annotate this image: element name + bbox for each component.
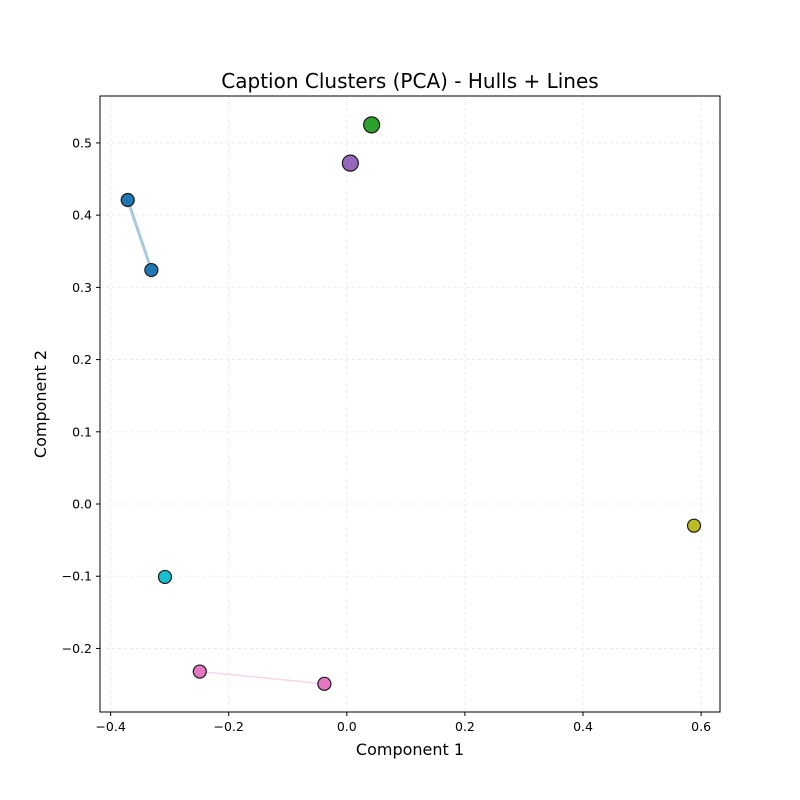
y-tick-label: 0.3: [72, 280, 92, 295]
cluster-line: [199, 670, 325, 685]
x-tick-label: −0.2: [214, 719, 244, 734]
y-tick-label: 0.2: [72, 352, 92, 367]
x-tick-label: 0.0: [337, 719, 357, 734]
y-tick-label: 0.1: [72, 424, 92, 439]
data-point: [363, 116, 381, 134]
x-tick-label: 0.2: [455, 719, 475, 734]
y-tick-label: 0.4: [72, 208, 92, 223]
data-point: [341, 154, 359, 172]
data-point: [317, 676, 332, 691]
data-point: [144, 262, 159, 278]
cluster-line: [126, 199, 153, 271]
chart-title: Caption Clusters (PCA) - Hulls + Lines: [221, 69, 598, 93]
cluster-lines: [126, 199, 325, 685]
data-point: [686, 518, 702, 533]
grid: [100, 96, 720, 712]
y-tick-label: 0.5: [72, 135, 92, 150]
x-axis-label: Component 1: [356, 740, 464, 759]
axis-ticks: −0.4 −0.2 0.0 0.2 0.4 0.6 −0.2 −0.1 0.0 0.1 0.2 0.3…: [62, 135, 711, 734]
data-point: [192, 664, 207, 679]
x-tick-label: −0.4: [95, 719, 125, 734]
data-points: [120, 116, 702, 691]
data-point: [157, 569, 173, 585]
y-tick-label: 0.0: [72, 497, 92, 512]
y-tick-label: −0.2: [62, 641, 92, 656]
y-axis-label: Component 2: [31, 350, 50, 458]
x-tick-label: 0.6: [691, 719, 711, 734]
plot-area-frame: [99, 95, 721, 713]
data-point: [120, 192, 135, 208]
x-tick-label: 0.4: [573, 719, 593, 734]
y-tick-label: −0.1: [62, 569, 92, 584]
